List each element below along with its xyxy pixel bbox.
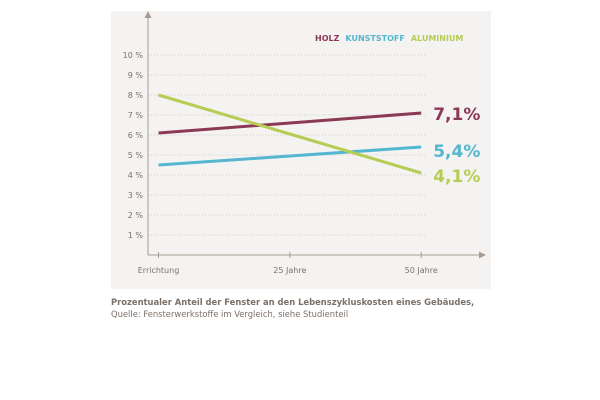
y-tick-label: 6 % — [128, 131, 144, 140]
data-label-holz: 7,1% — [433, 105, 480, 125]
x-tick-label: 50 Jahre — [405, 266, 438, 275]
x-tick-label: 25 Jahre — [273, 266, 306, 275]
data-label-aluminium: 4,1% — [433, 167, 480, 187]
x-tick-label: Errichtung — [138, 266, 180, 275]
series-line-aluminium — [158, 93, 422, 175]
y-axis-arrow-icon — [144, 11, 152, 18]
y-tick-label: 10 % — [123, 51, 144, 60]
x-axis-arrow-icon — [479, 251, 486, 259]
data-label-kunststoff: 5,4% — [433, 142, 480, 162]
y-tick-label: 5 % — [128, 151, 144, 160]
chart-caption-source: Quelle: Fensterwerkstoffe im Vergleich, … — [111, 309, 349, 319]
line-chart: 1 % 2 % 3 % 4 % 5 % 6 % 7 % 8 % 9 % 10 % Errichtun… — [123, 11, 486, 275]
y-tick-label: 2 % — [128, 211, 144, 220]
series-line-holz — [158, 111, 422, 135]
legend-entry-kunststoff: KUNSTSTOFF — [345, 34, 404, 43]
legend-entry-aluminium: ALUMINIUM — [411, 34, 464, 43]
y-tick-label: 7 % — [128, 111, 144, 120]
y-tick-label: 1 % — [128, 231, 144, 240]
y-tick-label: 3 % — [128, 191, 144, 200]
chart-panel: 1 % 2 % 3 % 4 % 5 % 6 % 7 % 8 % 9 % 10 % Errichtun… — [111, 11, 491, 289]
y-tick-label: 4 % — [128, 171, 144, 180]
y-tick-label: 9 % — [128, 71, 144, 80]
chart-caption-title: Prozentualer Anteil der Fenster an den L… — [111, 297, 475, 307]
legend-entry-holz: HOLZ — [315, 34, 340, 43]
y-tick-label: 8 % — [128, 91, 144, 100]
series-line-kunststoff — [158, 145, 422, 167]
